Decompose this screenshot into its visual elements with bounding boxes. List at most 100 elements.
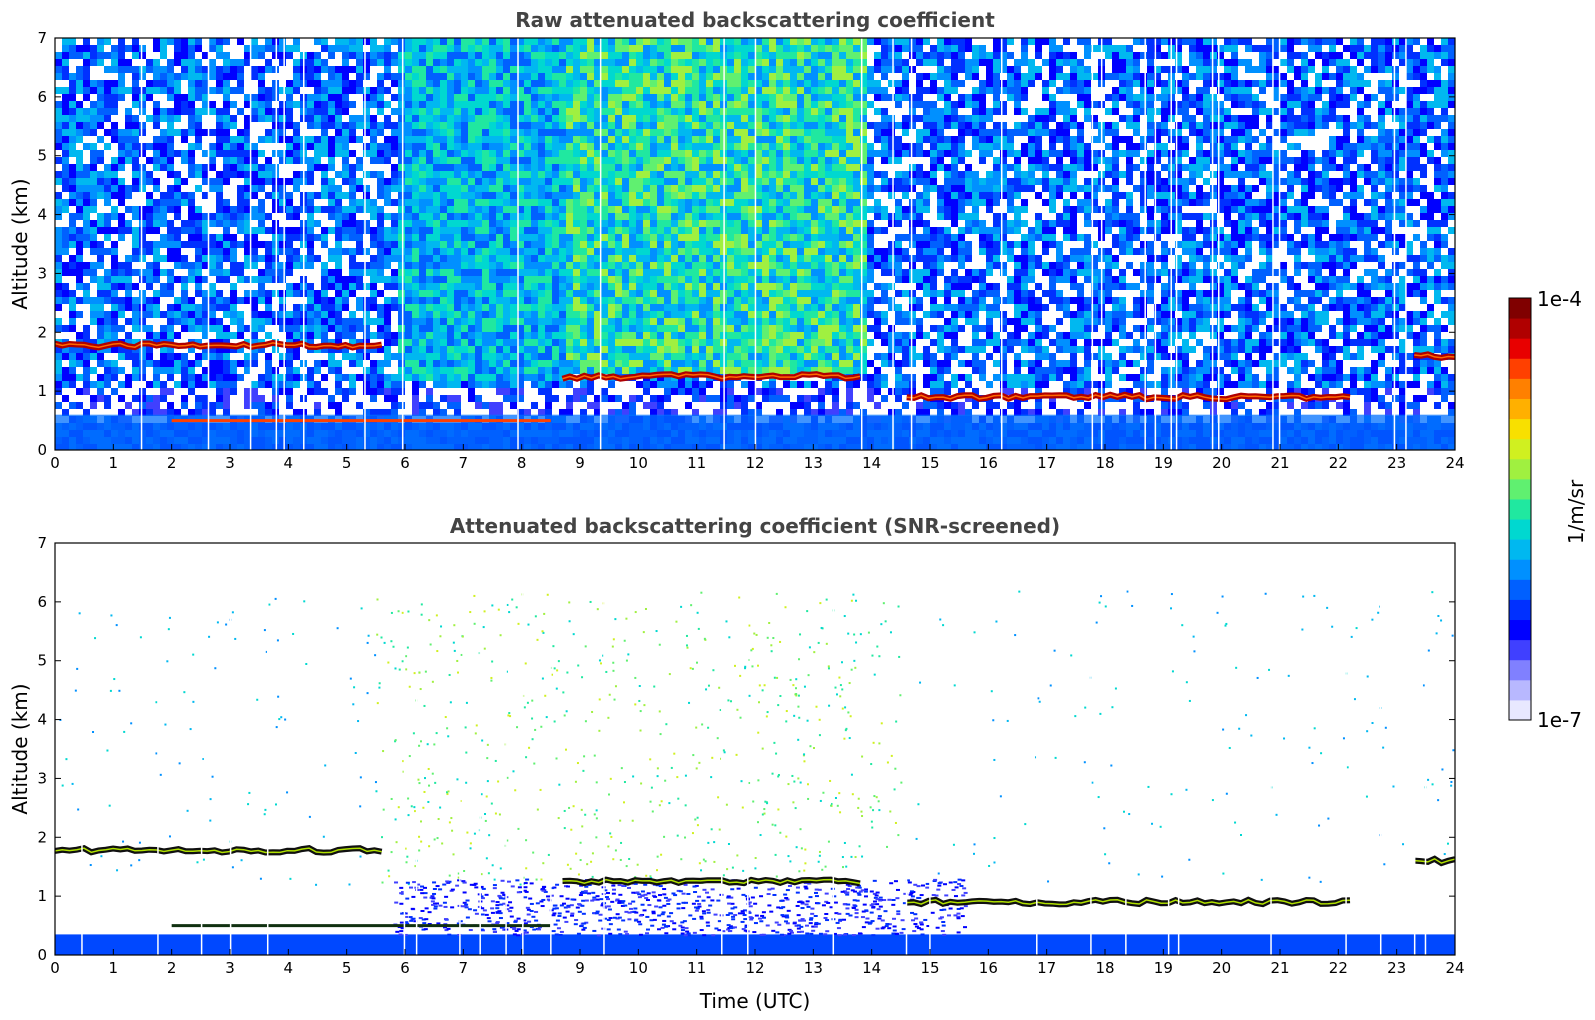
heatmap-cell	[391, 395, 398, 402]
heatmap-cell	[265, 241, 272, 248]
heatmap-cell	[76, 73, 83, 80]
heatmap-cell	[202, 311, 209, 318]
heatmap-cell	[468, 318, 475, 325]
heatmap-cell	[398, 164, 405, 171]
heatmap-cell	[727, 220, 734, 227]
heatmap-cell	[174, 255, 181, 262]
heatmap-cell	[83, 213, 90, 220]
heatmap-cell	[118, 192, 125, 199]
heatmap-cell	[272, 388, 279, 395]
heatmap-cell	[447, 66, 454, 73]
heatmap-cell	[167, 164, 174, 171]
heatmap-cell	[293, 87, 300, 94]
heatmap-cell	[524, 290, 531, 297]
heatmap-cell	[111, 87, 118, 94]
heatmap-cell	[76, 192, 83, 199]
heatmap-cell	[573, 80, 580, 87]
heatmap-cell	[307, 325, 314, 332]
heatmap-cell	[363, 122, 370, 129]
heatmap-cell	[62, 241, 69, 248]
heatmap-cell	[335, 381, 342, 388]
heatmap-cell	[517, 59, 524, 66]
heatmap-cell	[132, 171, 139, 178]
heatmap-cell	[559, 143, 566, 150]
heatmap-cell	[90, 129, 97, 136]
heatmap-cell	[349, 171, 356, 178]
heatmap-cell	[615, 304, 622, 311]
heatmap-cell	[370, 59, 377, 66]
heatmap-cell	[342, 38, 349, 45]
heatmap-cell	[265, 374, 272, 381]
heatmap-cell	[713, 52, 720, 59]
heatmap-cell	[650, 59, 657, 66]
heatmap-cell	[377, 360, 384, 367]
heatmap-cell	[104, 178, 111, 185]
heatmap-cell	[587, 115, 594, 122]
heatmap-cell	[706, 227, 713, 234]
heatmap-cell	[398, 213, 405, 220]
heatmap-cell	[461, 220, 468, 227]
heatmap-cell	[433, 171, 440, 178]
heatmap-cell	[454, 346, 461, 353]
heatmap-cell	[405, 346, 412, 353]
heatmap-cell	[111, 304, 118, 311]
heatmap-cell	[384, 241, 391, 248]
heatmap-cell	[517, 381, 524, 388]
heatmap-cell	[489, 297, 496, 304]
heatmap-cell	[370, 388, 377, 395]
heatmap-cell	[692, 178, 699, 185]
heatmap-cell	[230, 269, 237, 276]
heatmap-cell	[370, 234, 377, 241]
heatmap-cell	[657, 318, 664, 325]
heatmap-cell	[90, 220, 97, 227]
heatmap-cell	[279, 241, 286, 248]
heatmap-cell	[552, 38, 559, 45]
heatmap-cell	[202, 234, 209, 241]
heatmap-cell	[391, 164, 398, 171]
heatmap-cell	[97, 192, 104, 199]
heatmap-cell	[209, 157, 216, 164]
heatmap-cell	[622, 213, 629, 220]
heatmap-cell	[167, 290, 174, 297]
heatmap-cell	[706, 192, 713, 199]
heatmap-cell	[671, 241, 678, 248]
heatmap-cell	[524, 255, 531, 262]
heatmap-cell	[104, 381, 111, 388]
heatmap-cell	[363, 304, 370, 311]
heatmap-cell	[524, 108, 531, 115]
heatmap-cell	[552, 115, 559, 122]
heatmap-cell	[286, 45, 293, 52]
heatmap-cell	[559, 80, 566, 87]
heatmap-cell	[657, 164, 664, 171]
heatmap-cell	[678, 129, 685, 136]
heatmap-cell	[83, 87, 90, 94]
heatmap-cell	[216, 192, 223, 199]
heatmap-cell	[188, 150, 195, 157]
heatmap-cell	[706, 220, 713, 227]
heatmap-cell	[692, 290, 699, 297]
heatmap-cell	[608, 192, 615, 199]
heatmap-cell	[566, 318, 573, 325]
heatmap-cell	[202, 66, 209, 73]
heatmap-cell	[55, 374, 62, 381]
heatmap-cell	[349, 353, 356, 360]
heatmap-cell	[426, 339, 433, 346]
heatmap-cell	[293, 227, 300, 234]
heatmap-cell	[419, 339, 426, 346]
heatmap-cell	[685, 304, 692, 311]
heatmap-cell	[482, 255, 489, 262]
heatmap-cell	[734, 360, 741, 367]
heatmap-cell	[636, 248, 643, 255]
heatmap-cell	[608, 227, 615, 234]
heatmap-cell	[69, 304, 76, 311]
heatmap-cell	[377, 87, 384, 94]
heatmap-cell	[552, 241, 559, 248]
heatmap-cell	[524, 101, 531, 108]
heatmap-cell	[587, 171, 594, 178]
heatmap-cell	[538, 94, 545, 101]
heatmap-cell	[587, 59, 594, 66]
heatmap-cell	[349, 38, 356, 45]
heatmap-cell	[622, 234, 629, 241]
heatmap-cell	[377, 101, 384, 108]
heatmap-cell	[272, 311, 279, 318]
